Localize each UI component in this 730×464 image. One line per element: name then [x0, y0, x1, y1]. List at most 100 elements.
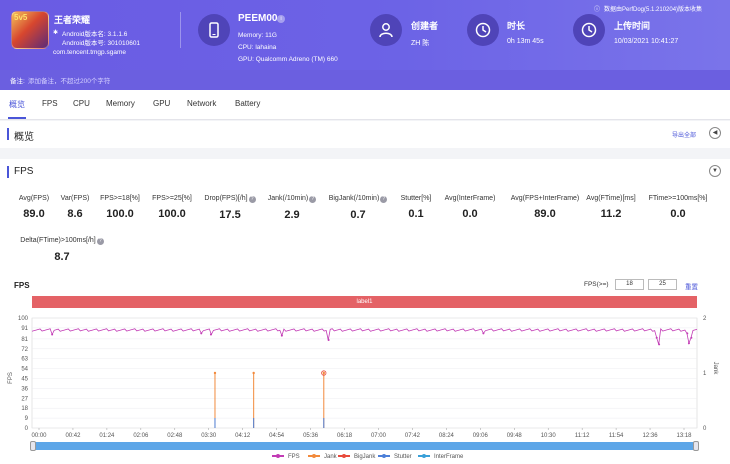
fps-dip-point [327, 339, 330, 341]
fps-chart[interactable]: 0 9 18 27 36 45 54 63 72 81 91 100 0 1 2 00:00 00:42 01:2… [0, 310, 730, 440]
stat-label: Jank(/10min)? [232, 195, 352, 203]
x-tick-label: 07:00 [371, 433, 387, 439]
legend-label: Jank [324, 454, 337, 460]
help-icon[interactable]: ? [380, 196, 388, 203]
x-tick-label: 09:48 [507, 433, 523, 439]
legend-item[interactable]: Stutter [378, 454, 412, 460]
device-info-icon[interactable]: i [277, 15, 285, 23]
legend-label: InterFrame [434, 454, 464, 460]
tab-battery[interactable]: Battery [235, 99, 261, 108]
note-label: 备注: [10, 78, 25, 85]
device-cpu: CPU: lahaina [238, 44, 277, 51]
legend-swatch [272, 454, 284, 458]
upload-value: 10/03/2021 10:41:27 [614, 38, 679, 45]
y-tick-label: 81 [21, 337, 28, 343]
x-tick-label: 05:36 [303, 433, 319, 439]
export-all-link[interactable]: 导出全部 [672, 133, 697, 139]
stat-item: FPS>=25[%] 100.0 [112, 195, 232, 220]
help-icon[interactable]: ? [248, 196, 256, 203]
upload-clock-icon [573, 14, 605, 46]
note-input[interactable]: 添加备注，不超过200个字符 [28, 78, 111, 85]
header-divider [180, 12, 181, 48]
y2-tick-label: 0 [703, 426, 707, 432]
section-accent [7, 128, 9, 140]
tab-bar: 概览 FPS CPU Memory GPU Network Battery [0, 90, 730, 120]
active-tab-indicator [8, 117, 26, 119]
x-tick-label: 06:18 [337, 433, 353, 439]
tab-gpu[interactable]: GPU [153, 99, 171, 108]
user-icon [370, 14, 402, 46]
legend-item[interactable]: Jank [308, 454, 337, 460]
legend-swatch [378, 454, 390, 458]
y-tick-label: 36 [21, 386, 28, 392]
game-icon: 5v5 [11, 11, 49, 49]
duration-title: 时长 [507, 21, 526, 31]
fps-dip-point [209, 333, 212, 336]
x-tick-label: 13:18 [676, 433, 692, 439]
scrollbar-right-handle[interactable] [693, 441, 699, 451]
fps-collapse-icon[interactable]: ▼ [709, 165, 721, 177]
tab-network[interactable]: Network [187, 99, 217, 108]
x-tick-label: 04:12 [235, 433, 251, 439]
overview-collapse-icon[interactable]: ◀ [709, 127, 721, 139]
legend-swatch [338, 454, 350, 458]
perfdog-info-icon: ⓘ [594, 7, 601, 13]
note-bar[interactable]: 备注: 添加备注，不超过200个字符 [0, 70, 730, 90]
stat-label: Var(FPS) [60, 195, 90, 202]
stat-value: 17.5 [219, 209, 241, 221]
bigjank-event-point [321, 370, 327, 376]
perfdog-note: 数据由PerfDog(5.1.210204)版本收集 [604, 7, 703, 13]
tab-memory[interactable]: Memory [106, 99, 135, 108]
tab-cpu[interactable]: CPU [73, 99, 90, 108]
chart-scrollbar[interactable] [32, 442, 697, 450]
legend-swatch [418, 454, 430, 458]
stat-label: BigJank(/10min)? [298, 195, 418, 203]
reset-button[interactable]: 重置 [685, 284, 698, 291]
stat-label: Delta(FTime)>100ms[/h]? [2, 237, 122, 245]
device-name: PEEM00 [238, 13, 278, 24]
stat-label: Avg(FPS+InterFrame) [510, 195, 580, 202]
help-icon[interactable]: ? [96, 238, 104, 245]
label-bar[interactable]: label1 [32, 296, 697, 308]
chart-title: FPS [14, 281, 30, 290]
stat-item: Avg(FTime)[ms] 11.2 [551, 195, 671, 220]
stat-value: 100.0 [158, 208, 186, 220]
stat-value: 8.6 [67, 208, 83, 220]
fps-threshold-input-1[interactable]: 18 [615, 279, 644, 290]
tab-overview[interactable]: 概览 [9, 100, 25, 109]
fps-dip-point [658, 343, 661, 346]
stat-label: Avg(InterFrame) [444, 195, 496, 202]
x-tick-label: 00:00 [31, 433, 47, 439]
legend-item[interactable]: InterFrame [418, 454, 463, 460]
stat-label: Avg(FPS) [18, 195, 50, 202]
section-accent [7, 166, 9, 178]
x-tick-label: 11:12 [575, 433, 590, 439]
stat-item: FPS>=18[%] 100.0 [60, 195, 180, 220]
x-tick-label: 02:06 [133, 433, 149, 439]
legend-label: FPS [288, 454, 300, 460]
tab-fps[interactable]: FPS [42, 99, 58, 108]
x-tick-label: 01:24 [99, 433, 115, 439]
stat-value: 89.0 [534, 208, 556, 220]
legend-item[interactable]: FPS [272, 454, 300, 460]
stat-value: 0.1 [408, 208, 424, 220]
help-icon[interactable]: ? [309, 196, 317, 203]
stat-item: Delta(FTime)>100ms[/h]? 8.7 [2, 237, 122, 263]
y-tick-label: 91 [21, 326, 28, 332]
android-version: Android版本名: 3.1.1.6 [62, 31, 128, 38]
x-tick-label: 11:54 [609, 433, 624, 439]
upload-title: 上传时间 [614, 21, 651, 31]
jank-event-point [322, 371, 325, 375]
scrollbar-left-handle[interactable] [30, 441, 36, 451]
legend-item[interactable]: BigJank [338, 454, 375, 460]
stat-item: Var(FPS) 8.6 [15, 195, 135, 220]
stat-value: 11.2 [600, 208, 622, 220]
y-tick-label: 18 [21, 406, 28, 412]
android-code: Android版本号: 301010601 [62, 40, 141, 47]
stat-value: 0.0 [670, 208, 686, 220]
device-memory: Memory: 11G [238, 32, 277, 39]
fps-dip-point [51, 333, 54, 336]
fps-threshold-input-2[interactable]: 25 [648, 279, 677, 290]
device-gpu: GPU: Qualcomm Adreno (TM) 660 [238, 56, 338, 63]
y2-tick-label: 1 [703, 371, 707, 377]
